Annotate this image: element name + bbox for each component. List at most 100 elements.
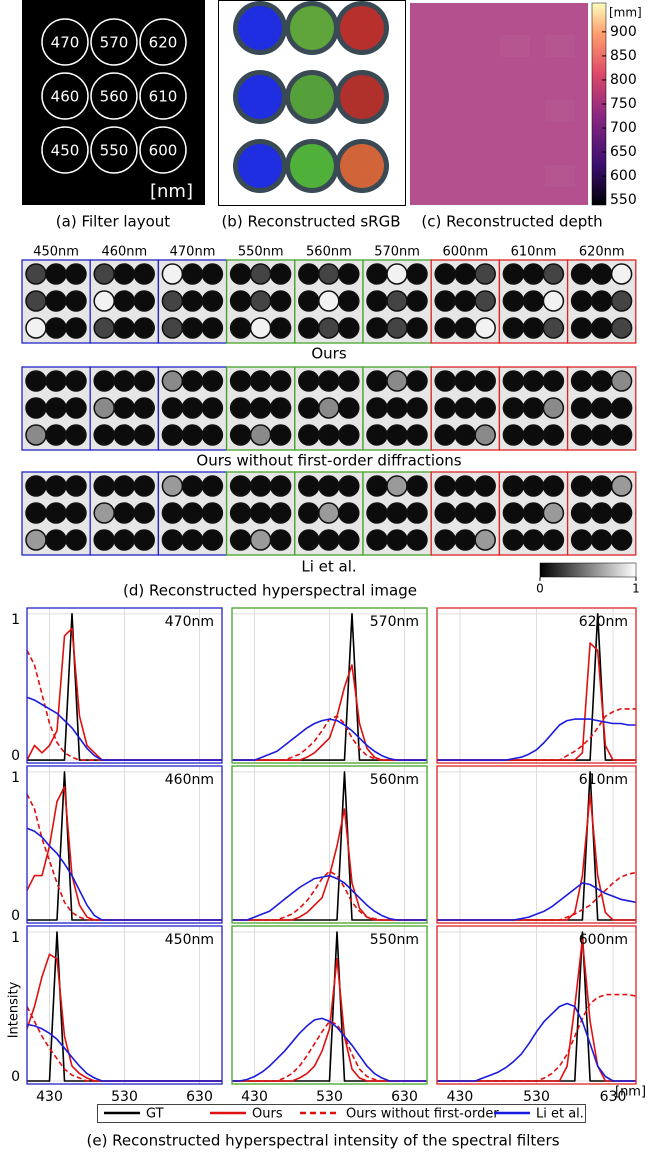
hs-blob xyxy=(455,318,475,338)
hs-blob xyxy=(299,476,319,496)
hs-blob xyxy=(612,264,632,284)
filter-color xyxy=(340,6,384,50)
hs-blob xyxy=(251,476,271,496)
hs-blob xyxy=(202,318,222,338)
y-tick-label: 0 xyxy=(11,748,20,764)
hs-blob xyxy=(114,371,134,391)
hs-blob xyxy=(114,503,134,523)
caption-b: (b) Reconstructed sRGB xyxy=(221,213,400,231)
hs-blob xyxy=(182,318,202,338)
hs-blob xyxy=(114,318,134,338)
hs-blob xyxy=(231,398,251,418)
x-tick-label: 630 xyxy=(600,1089,627,1105)
hs-blob xyxy=(271,318,291,338)
hs-blob xyxy=(435,371,455,391)
hs-blob xyxy=(299,318,319,338)
hs-blob xyxy=(66,264,86,284)
filter-color xyxy=(340,75,384,119)
hs-blob xyxy=(231,503,251,523)
hs-blob xyxy=(94,264,114,284)
hs-blob xyxy=(46,503,66,523)
row-label: Ours without first-order diffractions xyxy=(196,452,461,470)
unit-label: [nm] xyxy=(150,181,193,202)
y-axis-label: Intensity xyxy=(7,981,22,1038)
hs-blob xyxy=(592,530,612,550)
filter-label: 570 xyxy=(100,34,129,52)
hs-blob xyxy=(66,318,86,338)
panel-label: 550nm xyxy=(370,932,419,948)
hs-blob xyxy=(182,291,202,311)
hs-blob xyxy=(475,371,495,391)
hs-blob xyxy=(387,398,407,418)
hs-blob xyxy=(94,530,114,550)
hs-blob xyxy=(339,371,359,391)
hs-blob xyxy=(543,318,563,338)
hs-blob xyxy=(46,264,66,284)
column-label: 610nm xyxy=(511,245,557,260)
hs-blob xyxy=(134,530,154,550)
column-label: 460nm xyxy=(101,245,147,260)
filter-label: 450 xyxy=(51,142,80,160)
hs-blob xyxy=(455,398,475,418)
hs-blob xyxy=(66,425,86,445)
hs-blob xyxy=(162,371,182,391)
filter-label: 620 xyxy=(149,34,178,52)
colorbar-tick-label: 600 xyxy=(610,168,637,184)
hs-blob xyxy=(26,398,46,418)
caption-c: (c) Reconstructed depth xyxy=(421,213,602,231)
hs-blob xyxy=(612,530,632,550)
hs-blob xyxy=(435,503,455,523)
hs-blob xyxy=(367,530,387,550)
hs-blob xyxy=(339,503,359,523)
hs-blob xyxy=(114,398,134,418)
hs-blob xyxy=(387,264,407,284)
filter-label: 470 xyxy=(51,34,80,52)
hs-blob xyxy=(134,476,154,496)
hs-blob xyxy=(26,371,46,391)
colorbar-tick-label: 550 xyxy=(610,192,637,208)
hs-blob xyxy=(572,530,592,550)
hs-blob xyxy=(407,264,427,284)
hs-blob xyxy=(182,264,202,284)
hs-blob xyxy=(271,264,291,284)
hs-blob xyxy=(543,291,563,311)
hs-blob xyxy=(26,530,46,550)
hs-blob xyxy=(339,425,359,445)
hs-blob xyxy=(26,476,46,496)
hs-blob xyxy=(231,318,251,338)
hs-blob xyxy=(202,476,222,496)
hs-blob xyxy=(387,476,407,496)
hs-blob xyxy=(251,264,271,284)
x-tick-label: 630 xyxy=(186,1089,213,1105)
colorbar-tick-label: 0 xyxy=(536,582,544,596)
hs-blob xyxy=(435,425,455,445)
filter-color xyxy=(238,6,282,50)
hs-blob xyxy=(66,291,86,311)
hs-blob xyxy=(367,503,387,523)
hs-blob xyxy=(319,291,339,311)
hs-blob xyxy=(319,530,339,550)
filter-label: 550 xyxy=(100,142,129,160)
hs-blob xyxy=(299,425,319,445)
hs-blob xyxy=(592,264,612,284)
hs-blob xyxy=(202,398,222,418)
legend-label: Ours without first-order xyxy=(346,1107,499,1122)
hs-blob xyxy=(367,371,387,391)
hs-blob xyxy=(46,291,66,311)
x-tick-label: 530 xyxy=(111,1089,138,1105)
panel-label: 560nm xyxy=(370,772,419,788)
x-tick-label: 530 xyxy=(316,1089,343,1105)
hs-blob xyxy=(271,425,291,445)
hs-blob xyxy=(543,371,563,391)
filter-label: 560 xyxy=(100,88,129,106)
hs-blob xyxy=(46,398,66,418)
hs-blob xyxy=(475,318,495,338)
hs-blob xyxy=(251,318,271,338)
hs-blob xyxy=(26,318,46,338)
hs-blob xyxy=(435,530,455,550)
hs-blob xyxy=(523,371,543,391)
hs-blob xyxy=(162,398,182,418)
hs-blob xyxy=(299,398,319,418)
filter-color xyxy=(238,144,282,188)
hs-blob xyxy=(231,264,251,284)
